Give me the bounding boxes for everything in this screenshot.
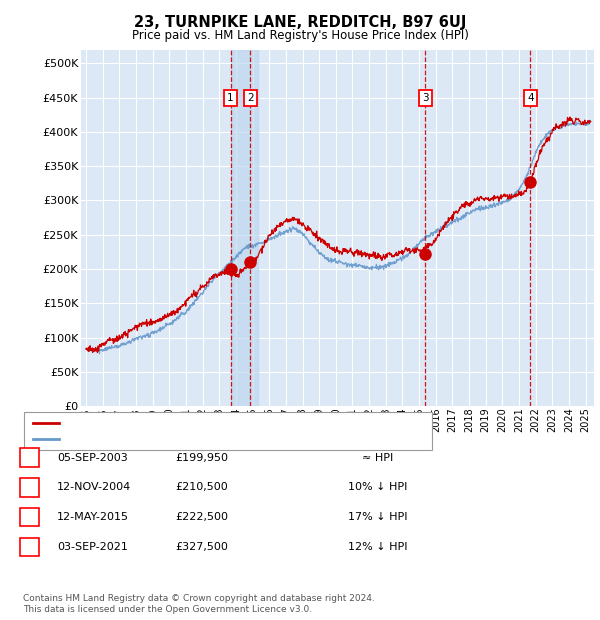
Text: 3: 3 (422, 92, 428, 102)
Bar (230, 50, 257, 406)
Text: 1: 1 (227, 92, 234, 102)
Text: 03-SEP-2021: 03-SEP-2021 (57, 542, 128, 552)
Text: 23, TURNPIKE LANE, REDDITCH, B97 6UJ (detached house): 23, TURNPIKE LANE, REDDITCH, B97 6UJ (de… (63, 418, 367, 428)
Text: 05-SEP-2003: 05-SEP-2003 (57, 453, 128, 463)
Text: 4: 4 (527, 92, 533, 102)
Text: 4: 4 (26, 542, 33, 552)
Text: £327,500: £327,500 (175, 542, 228, 552)
Text: 23, TURNPIKE LANE, REDDITCH, B97 6UJ: 23, TURNPIKE LANE, REDDITCH, B97 6UJ (134, 16, 466, 30)
Text: 2: 2 (247, 92, 254, 102)
Text: £222,500: £222,500 (175, 512, 228, 522)
Text: Contains HM Land Registry data © Crown copyright and database right 2024.
This d: Contains HM Land Registry data © Crown c… (23, 595, 374, 614)
Text: 3: 3 (26, 512, 33, 522)
Text: HPI: Average price, detached house, Redditch: HPI: Average price, detached house, Redd… (63, 434, 302, 444)
Text: 12-NOV-2004: 12-NOV-2004 (57, 482, 131, 492)
Text: 12-MAY-2015: 12-MAY-2015 (57, 512, 129, 522)
Text: £210,500: £210,500 (175, 482, 228, 492)
Text: 17% ↓ HPI: 17% ↓ HPI (348, 512, 408, 522)
Text: 1: 1 (26, 453, 33, 463)
Text: Price paid vs. HM Land Registry's House Price Index (HPI): Price paid vs. HM Land Registry's House … (131, 29, 469, 42)
Text: 2: 2 (26, 482, 33, 492)
Text: 10% ↓ HPI: 10% ↓ HPI (349, 482, 407, 492)
Text: £199,950: £199,950 (175, 453, 228, 463)
Text: 12% ↓ HPI: 12% ↓ HPI (348, 542, 408, 552)
Text: ≈ HPI: ≈ HPI (362, 453, 394, 463)
